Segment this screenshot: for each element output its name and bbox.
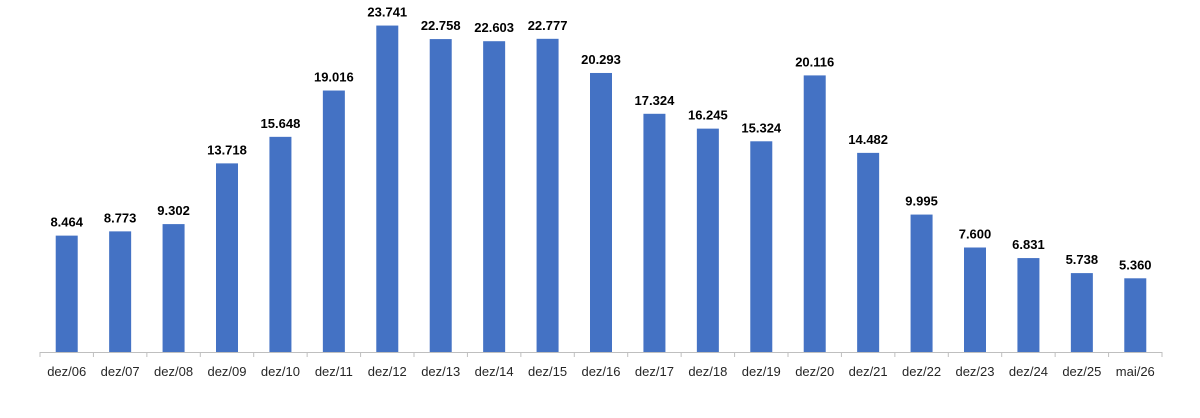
data-label: 22.777 [528, 18, 568, 33]
bar-dez-22 [910, 214, 933, 352]
data-label: 22.758 [421, 18, 461, 33]
x-axis-ticks-group [39, 352, 1163, 357]
bar-dez-12 [376, 25, 399, 353]
bar-mai-26 [1124, 278, 1147, 352]
x-tick-label: dez/11 [315, 364, 353, 379]
data-label: 20.293 [581, 52, 621, 67]
x-tick-label: dez/21 [849, 364, 888, 379]
data-label: 19.016 [314, 70, 354, 85]
x-tick-label: dez/17 [635, 364, 674, 379]
data-label: 7.600 [959, 227, 992, 242]
x-tick-label: dez/15 [528, 364, 567, 379]
bar-dez-06 [55, 235, 78, 352]
x-tick-label: dez/23 [955, 364, 994, 379]
bar-dez-16 [590, 72, 612, 352]
data-label: 5.738 [1066, 252, 1099, 267]
x-tick-label: dez/14 [475, 364, 514, 379]
data-label: 22.603 [474, 20, 514, 35]
x-tick-label: mai/26 [1116, 364, 1155, 379]
bar-dez-08 [162, 224, 185, 352]
bar-dez-13 [429, 39, 452, 352]
data-labels-group: 8.464 8.773 9.302 13.718 15.648 19.016 23.741 2… [50, 5, 1151, 273]
bar-dez-24 [1017, 258, 1040, 352]
bar-dez-09 [216, 163, 238, 352]
x-axis-tick-labels-group: dez/06 dez/07 dez/08 dez/09 dez/10 dez/11 dez/… [47, 364, 1155, 379]
data-label: 9.995 [905, 194, 938, 209]
bar-dez-07 [109, 231, 132, 352]
bar-dez-11 [322, 90, 345, 352]
x-tick-label: dez/08 [154, 364, 193, 379]
x-tick-label: dez/06 [47, 364, 86, 379]
x-tick-label: dez/07 [101, 364, 140, 379]
x-tick-label: dez/18 [688, 364, 727, 379]
data-label: 8.464 [50, 215, 83, 230]
bar-dez-23 [964, 247, 986, 352]
bars-group [55, 25, 1147, 353]
x-tick-label: dez/09 [207, 364, 246, 379]
x-tick-label: dez/20 [795, 364, 834, 379]
data-label: 15.648 [261, 116, 301, 131]
x-tick-label: dez/16 [581, 364, 620, 379]
x-tick-label: dez/24 [1009, 364, 1048, 379]
x-tick-label: dez/13 [421, 364, 460, 379]
data-label: 20.116 [795, 54, 834, 69]
bar-dez-21 [857, 152, 880, 352]
data-label: 16.245 [688, 108, 728, 123]
data-label: 15.324 [741, 120, 782, 135]
x-tick-label: dez/19 [742, 364, 781, 379]
x-tick-label: dez/12 [368, 364, 407, 379]
bar-dez-17 [643, 113, 666, 352]
data-label: 5.360 [1119, 257, 1152, 272]
data-label: 14.482 [848, 132, 888, 147]
data-label: 8.773 [104, 210, 137, 225]
bar-dez-19 [750, 141, 773, 352]
data-label: 13.718 [207, 142, 247, 157]
bar-dez-18 [696, 128, 719, 352]
bar-dez-20 [803, 75, 826, 352]
data-label: 9.302 [157, 203, 190, 218]
data-label: 6.831 [1012, 237, 1045, 252]
data-label: 23.741 [367, 5, 407, 20]
x-tick-label: dez/22 [902, 364, 941, 379]
x-tick-label: dez/25 [1062, 364, 1101, 379]
bar-dez-10 [269, 136, 292, 352]
bar-dez-14 [483, 41, 506, 353]
bar-dez-15 [536, 38, 559, 352]
bar-dez-25 [1070, 273, 1093, 352]
data-label: 17.324 [635, 93, 676, 108]
x-tick-label: dez/10 [261, 364, 300, 379]
